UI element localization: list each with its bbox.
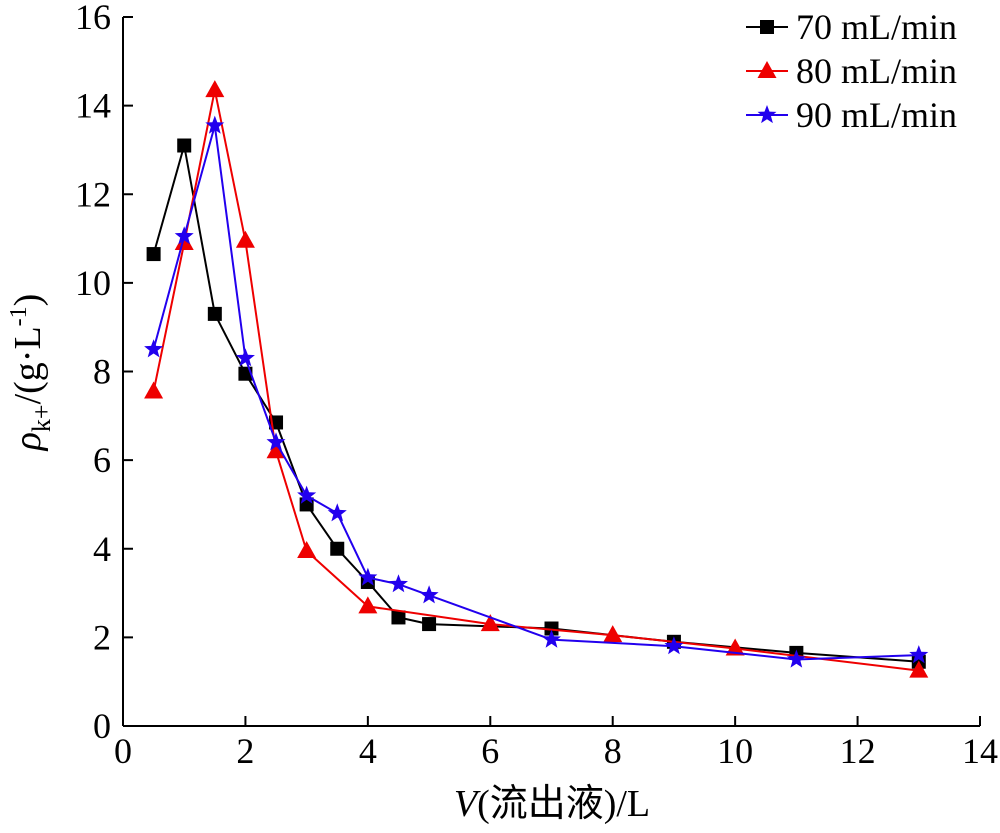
x-axis-rest: (流出液)/L [477,783,650,825]
x-tick-label: 12 [840,731,876,771]
data-point-90 [664,636,684,655]
legend-marker [757,105,777,124]
data-point-80 [205,80,225,98]
data-point-80 [358,596,378,614]
data-point-90 [297,485,317,504]
data-point-80 [909,660,929,678]
data-point-90 [419,585,439,604]
x-tick-label: 0 [114,731,132,771]
y-tick-label: 6 [93,440,111,480]
data-point-80 [603,625,623,643]
legend-entry-80: 80 mL/min [746,51,957,91]
series-90 [144,115,929,668]
data-point-70 [422,617,437,632]
data-point-70 [146,247,161,262]
data-point-80 [266,441,286,459]
legend-label: 80 mL/min [796,51,957,91]
y-axis-symbol: ρ [7,432,49,451]
series-layer [144,80,929,678]
x-tick-label: 2 [236,731,254,771]
x-tick-label: 10 [717,731,753,771]
data-point-70 [330,541,345,556]
y-tick-label: 12 [75,174,111,214]
x-tick-label: 6 [481,731,499,771]
x-axis-title: V(流出液)/L [454,783,650,825]
data-point-90 [909,645,929,664]
legend-label: 70 mL/min [796,7,957,47]
y-axis-subscript: k+ [27,404,56,432]
data-point-70 [544,621,559,636]
y-tick-label: 14 [75,86,111,126]
y-tick-label: 10 [75,263,111,303]
y-tick-label: 0 [93,706,111,746]
legend-marker [760,20,774,34]
data-point-80 [235,230,255,248]
y-axis-close: ) [7,294,49,307]
y-tick-label: 4 [93,529,111,569]
data-point-70 [391,610,406,625]
axes: 0 2 4 6 8 10 12 14 0 2 4 6 8 10 12 14 16 [75,0,998,771]
legend-label: 90 mL/min [796,95,957,135]
y-axis-superscript: -1 [6,306,32,326]
data-point-80 [297,540,317,558]
legend-entry-70: 70 mL/min [746,7,957,47]
data-point-70 [207,306,222,321]
data-point-80 [144,381,164,399]
data-point-90 [786,649,806,668]
data-point-90 [542,629,561,648]
y-tick-label: 2 [93,617,111,657]
data-point-90 [144,339,164,358]
data-point-90 [389,574,408,593]
y-axis-unit: /(g·L [7,326,49,404]
data-point-80 [725,638,745,656]
data-point-80 [480,614,500,632]
data-point-90 [205,115,225,134]
series-line-90 [152,124,919,661]
data-point-70 [177,138,192,153]
x-tick-label: 4 [359,731,377,771]
data-point-90 [174,226,194,245]
y-axis-title: ρk+/(g·L-1) [6,294,56,452]
x-axis-symbol: V [454,783,481,825]
series-line-80 [152,89,919,672]
x-tick-label: 8 [604,731,622,771]
data-point-80 [174,232,194,250]
series-80 [144,80,929,678]
legend-entry-90: 90 mL/min [746,95,957,135]
data-point-90 [266,432,286,451]
data-point-90 [358,567,378,586]
legend-marker [757,61,777,78]
x-tick-label: 14 [962,731,998,771]
y-tick-label: 16 [75,0,111,37]
data-point-90 [327,503,347,522]
data-point-90 [235,348,255,367]
y-tick-label: 8 [93,352,111,392]
series-70 [146,138,926,669]
